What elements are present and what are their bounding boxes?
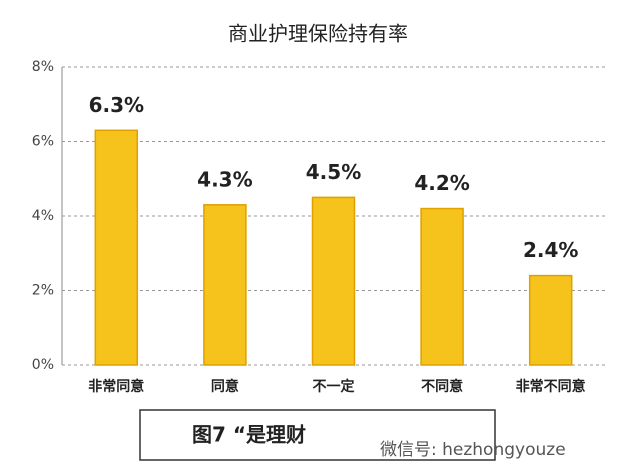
- bar: [528, 274, 573, 366]
- y-tick-label: 2%: [32, 283, 54, 299]
- x-tick-label: 同意: [211, 378, 239, 395]
- value-label: 4.2%: [414, 171, 469, 195]
- x-tick-label: 不同意: [421, 378, 463, 395]
- bar: [420, 207, 464, 366]
- value-label: 6.3%: [89, 93, 144, 117]
- bar: [311, 196, 356, 366]
- x-tick-label: 非常不同意: [516, 378, 586, 395]
- value-label: 4.5%: [306, 160, 361, 184]
- y-tick-label: 4%: [32, 208, 54, 224]
- y-tick-label: 0%: [32, 357, 54, 373]
- caption-box: [139, 409, 496, 461]
- y-tick-label: 6%: [32, 134, 54, 150]
- value-label: 2.4%: [523, 238, 578, 262]
- value-label: 4.3%: [197, 167, 252, 191]
- x-tick-label: 非常同意: [88, 378, 144, 395]
- caption: 图7 “是理财: [192, 423, 306, 447]
- x-tick-label: 不一定: [313, 378, 355, 395]
- bar: [203, 204, 247, 366]
- chart-title: 商业护理保险持有率: [228, 22, 408, 46]
- bar: [94, 129, 139, 366]
- y-tick-label: 8%: [32, 59, 54, 75]
- watermark: 微信号: hezhongyouze: [380, 440, 566, 460]
